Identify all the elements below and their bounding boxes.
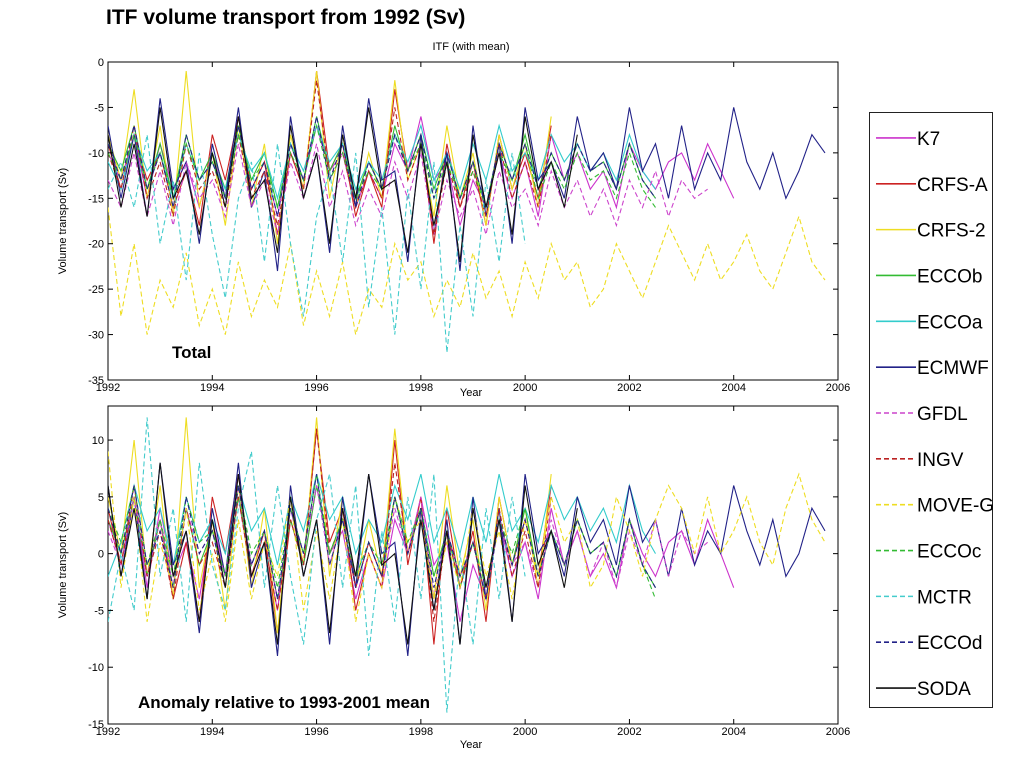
y-axis-label: Volume transport (Sv) bbox=[57, 512, 69, 618]
y-tick-label: -5 bbox=[94, 102, 104, 114]
y-tick-label: -10 bbox=[88, 662, 104, 674]
x-axis-label: Year bbox=[460, 739, 483, 751]
y-tick-label: -15 bbox=[88, 193, 104, 205]
series-line-gfdl bbox=[108, 143, 708, 235]
series-line-eccoc bbox=[108, 125, 656, 210]
y-tick-label: 0 bbox=[98, 57, 104, 69]
series-line-crfs-2 bbox=[108, 417, 552, 634]
page-title: ITF volume transport from 1992 (Sv) bbox=[106, 6, 466, 29]
series-line-soda bbox=[108, 462, 578, 645]
plot-frame bbox=[107, 405, 839, 725]
legend-label-k7: K7 bbox=[917, 129, 940, 150]
y-axis-label: Volume transport (Sv) bbox=[57, 168, 69, 274]
y-tick-label: 10 bbox=[92, 435, 104, 447]
legend-label-crfs-a: CRFS-A bbox=[917, 175, 988, 196]
legend-entries: K7 CRFS-A CRFS-2 ECCOb ECCOa ECMWF GFDL INGV MOV… bbox=[876, 129, 994, 700]
y-tick-label: -10 bbox=[88, 148, 104, 160]
y-tick-label: -25 bbox=[88, 284, 104, 296]
anomaly-transport-chart: 1992 1994 1996 1998 2000 2002 2004 2006 10 5 0 -5 -1… bbox=[57, 405, 850, 751]
x-tick-label: 1992 bbox=[96, 382, 120, 394]
panel-annotation: Total bbox=[172, 343, 211, 362]
x-tick-label: 1998 bbox=[409, 382, 433, 394]
legend-label-eccob: ECCOb bbox=[917, 266, 982, 287]
x-tick-label: 2002 bbox=[617, 382, 641, 394]
legend-label-eccoc: ECCOc bbox=[917, 542, 981, 563]
x-tick-label: 2006 bbox=[826, 382, 850, 394]
x-axis-label: Year bbox=[460, 387, 483, 399]
legend-label-ecmwf: ECMWF bbox=[917, 358, 989, 379]
chart-title: ITF (with mean) bbox=[432, 41, 509, 53]
legend-label-soda: SODA bbox=[917, 679, 971, 700]
x-tick-label: 2004 bbox=[721, 726, 745, 738]
x-tick-label: 1994 bbox=[200, 382, 224, 394]
y-tick-label: -5 bbox=[94, 605, 104, 617]
x-tick-label: 1996 bbox=[304, 726, 328, 738]
x-tick-label: 1994 bbox=[200, 726, 224, 738]
legend-label-eccod: ECCOd bbox=[917, 633, 982, 654]
series-line-eccoc bbox=[108, 474, 657, 600]
x-tick-label: 2000 bbox=[513, 726, 537, 738]
y-tick-label: -30 bbox=[88, 330, 104, 342]
series-line-mctr bbox=[108, 134, 526, 353]
legend-label-mctr: MCTR bbox=[917, 587, 972, 608]
x-tick-label: 1996 bbox=[304, 382, 328, 394]
y-tick-label: -20 bbox=[88, 239, 104, 251]
x-tick-label: 2002 bbox=[617, 726, 641, 738]
series-line-ingv bbox=[108, 80, 552, 235]
series-line-crfs-2 bbox=[108, 71, 552, 244]
series-line-move-g bbox=[108, 451, 826, 622]
y-tick-label: 0 bbox=[98, 549, 104, 561]
y-tick-label: 5 bbox=[98, 492, 104, 504]
plot-frame bbox=[107, 61, 839, 381]
x-tick-label: 1998 bbox=[409, 726, 433, 738]
y-tick-label: -35 bbox=[88, 375, 104, 387]
legend-label-gfdl: GFDL bbox=[917, 404, 968, 425]
legend-label-move-g: MOVE-G bbox=[917, 496, 994, 517]
total-transport-chart: 1992 1994 1996 1998 2000 2002 2004 2006 0 -5 -10 -1… bbox=[57, 41, 850, 399]
series-line-move-g bbox=[108, 207, 826, 335]
panel-annotation: Anomaly relative to 1993-2001 mean bbox=[138, 693, 430, 712]
x-tick-label: 1992 bbox=[96, 726, 120, 738]
y-tick-label: -15 bbox=[88, 719, 104, 731]
x-tick-label: 2004 bbox=[721, 382, 745, 394]
legend-label-crfs-2: CRFS-2 bbox=[917, 221, 986, 242]
x-tick-label: 2000 bbox=[513, 382, 537, 394]
series-line-soda bbox=[108, 107, 578, 262]
series-line-mctr bbox=[108, 417, 526, 713]
legend-label-ingv: INGV bbox=[917, 450, 964, 471]
x-tick-label: 2006 bbox=[826, 726, 850, 738]
legend: K7 CRFS-A CRFS-2 ECCOb ECCOa ECMWF GFDL INGV MOV… bbox=[869, 112, 994, 708]
series-line-eccod bbox=[108, 474, 656, 600]
series-line-eccod bbox=[108, 116, 656, 217]
legend-label-eccoa: ECCOa bbox=[917, 312, 983, 333]
